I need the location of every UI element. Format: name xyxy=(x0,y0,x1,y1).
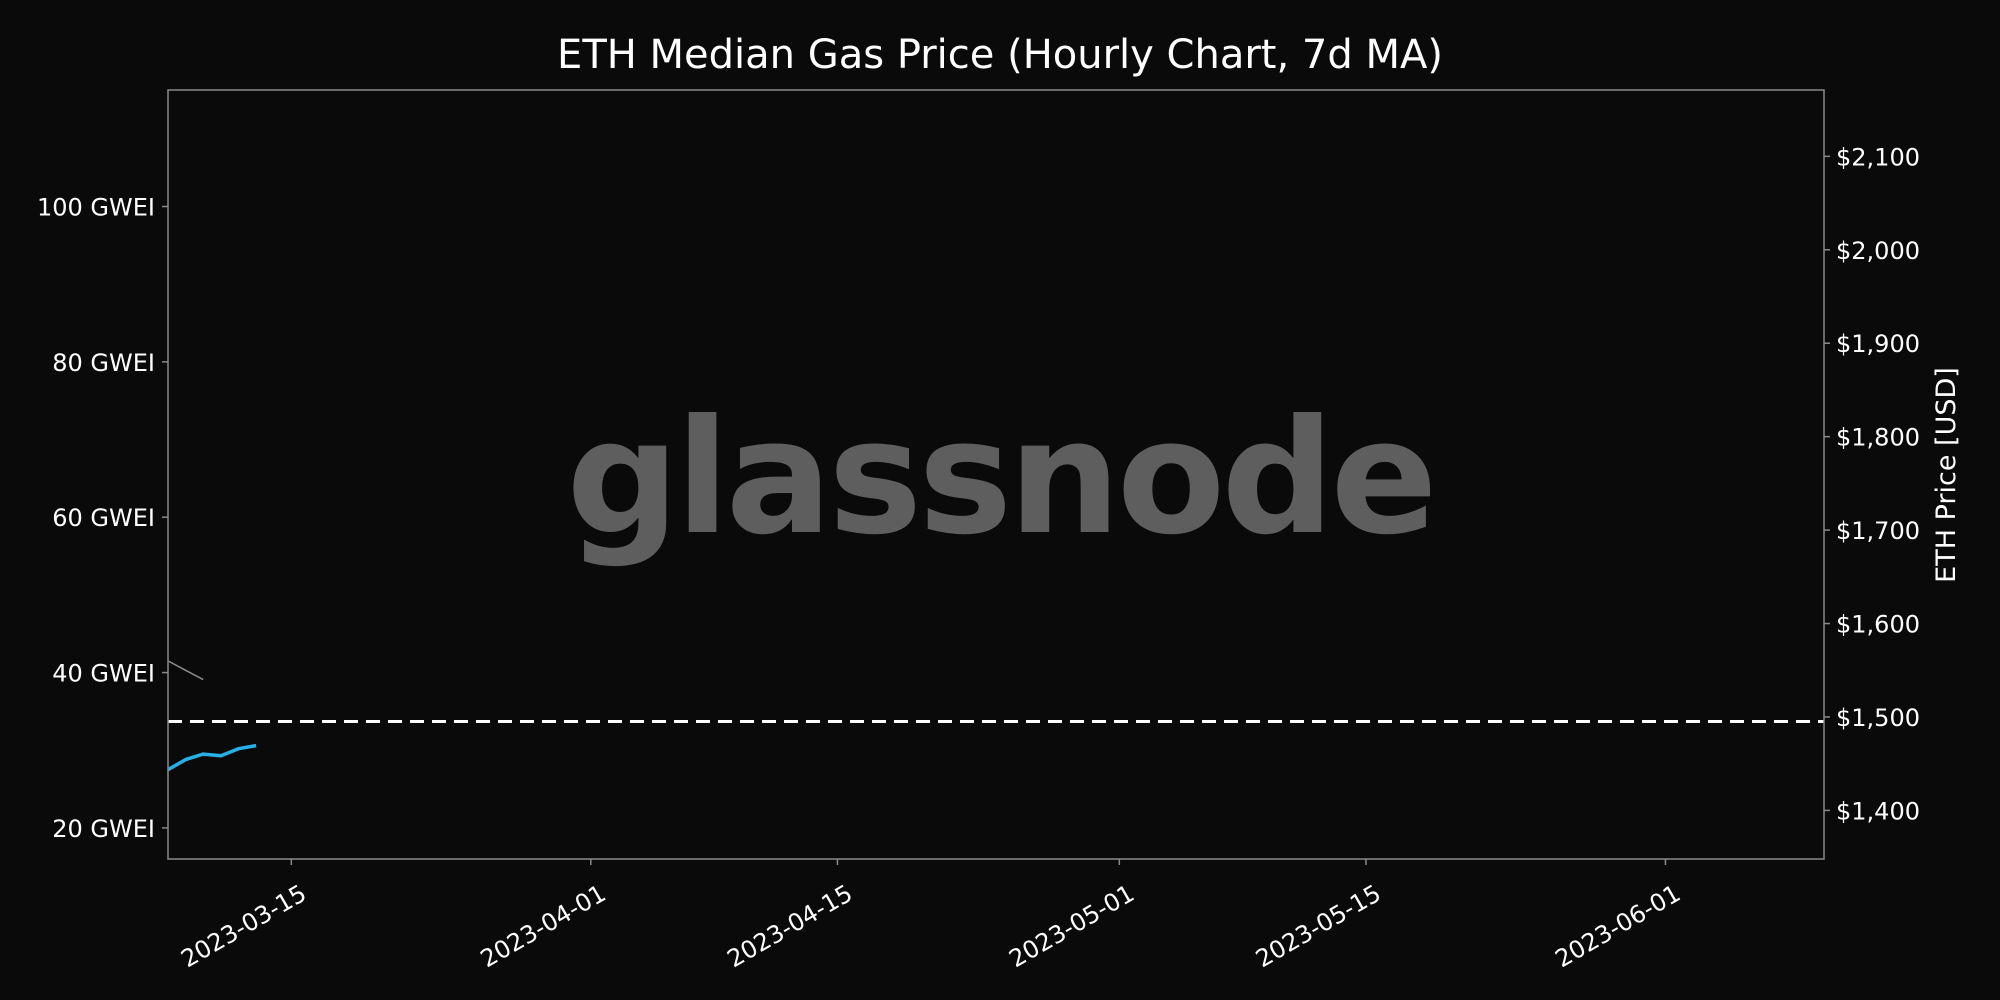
plot-frame xyxy=(167,89,1825,860)
y-right-tick-label: $2,100 xyxy=(1836,143,1920,171)
y-right-tick-label: $1,400 xyxy=(1836,797,1920,825)
plot-area: glassnode xyxy=(167,89,1825,860)
y-right-tick-label: $2,000 xyxy=(1836,237,1920,265)
y-right-tick-label: $1,600 xyxy=(1836,611,1920,639)
eth-price-series-line xyxy=(167,660,204,681)
y-right-axis-label: ETH Price [USD] xyxy=(1931,367,1962,583)
y-right-axis: $1,400 $1,500 $1,600 $1,700 $1,800 $1,900 $2,0… xyxy=(1824,143,1920,825)
y-left-axis: 20 GWEI 40 GWEI 60 GWEI 80 GWEI 100 GWEI xyxy=(37,194,168,843)
gas-price-series-line xyxy=(167,743,257,772)
y-right-tick-label: $1,700 xyxy=(1836,517,1920,545)
glassnode-watermark: glassnode xyxy=(566,386,1433,570)
y-left-tick-label: 40 GWEI xyxy=(52,660,155,688)
chart-title: ETH Median Gas Price (Hourly Chart, 7d M… xyxy=(557,32,1443,78)
y-left-tick-label: 80 GWEI xyxy=(52,349,155,377)
y-left-tick-label: 60 GWEI xyxy=(52,504,155,532)
y-right-tick-label: $1,900 xyxy=(1836,330,1920,358)
y-left-tick-label: 100 GWEI xyxy=(37,194,155,222)
y-right-tick-label: $1,500 xyxy=(1836,704,1920,732)
y-right-tick-label: $1,800 xyxy=(1836,424,1920,452)
y-left-tick-label: 20 GWEI xyxy=(52,815,155,843)
